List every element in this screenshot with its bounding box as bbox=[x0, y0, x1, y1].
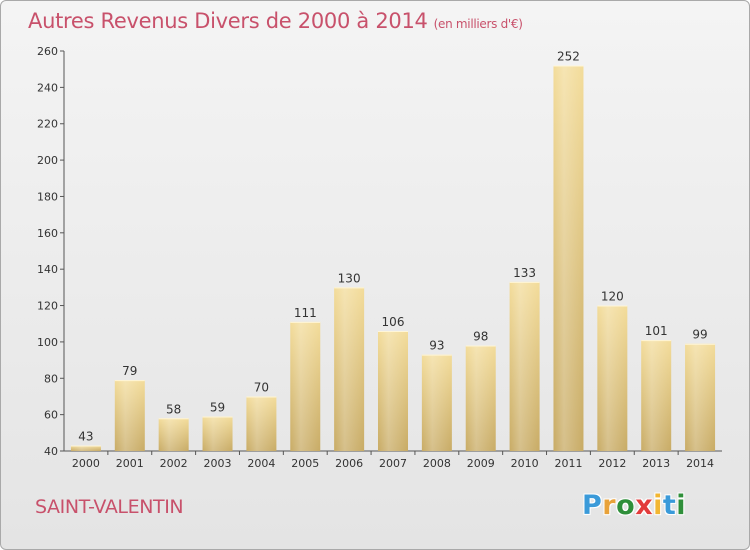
value-label: 93 bbox=[429, 339, 444, 353]
bar-shine bbox=[114, 380, 145, 451]
logo-letter: x bbox=[635, 490, 654, 521]
y-tick-label: 120 bbox=[37, 300, 58, 313]
bar-2010 bbox=[509, 281, 540, 451]
bar-2009 bbox=[465, 345, 496, 451]
y-tick-label: 60 bbox=[44, 409, 58, 422]
bar-2003 bbox=[202, 416, 233, 451]
bar-2000 bbox=[70, 445, 101, 451]
chart-title-text: Autres Revenus Divers de 2000 à 2014 bbox=[28, 9, 428, 33]
bar-shine bbox=[158, 418, 189, 451]
y-tick-label: 260 bbox=[37, 45, 58, 58]
value-label: 252 bbox=[557, 50, 580, 64]
bar-2005 bbox=[290, 321, 321, 451]
x-tick-label: 2006 bbox=[335, 457, 363, 470]
bar-2007 bbox=[378, 331, 408, 451]
bar-2011 bbox=[553, 65, 584, 451]
value-label: 43 bbox=[78, 430, 93, 444]
value-label: 79 bbox=[122, 364, 137, 378]
value-label: 106 bbox=[382, 315, 405, 329]
x-tick-label: 2007 bbox=[379, 457, 407, 470]
bar-shine bbox=[70, 445, 101, 451]
y-tick-label: 100 bbox=[37, 336, 58, 349]
x-tick-label: 2005 bbox=[291, 457, 319, 470]
value-label: 99 bbox=[692, 328, 707, 342]
x-tick-label: 2012 bbox=[598, 457, 626, 470]
bar-2006 bbox=[334, 287, 365, 451]
x-tick-label: 2011 bbox=[554, 457, 582, 470]
x-tick-label: 2009 bbox=[467, 457, 495, 470]
value-label: 133 bbox=[513, 266, 536, 280]
value-label: 98 bbox=[473, 330, 488, 344]
bar-shine bbox=[465, 345, 496, 451]
bar-shine bbox=[509, 281, 540, 451]
x-tick-label: 2004 bbox=[247, 457, 275, 470]
bar-2013 bbox=[641, 340, 672, 451]
x-tick-label: 2003 bbox=[204, 457, 232, 470]
proxiti-logo[interactable]: Proxiti bbox=[582, 490, 686, 521]
value-label: 58 bbox=[166, 402, 181, 416]
bar-shine bbox=[641, 340, 672, 451]
bar-2008 bbox=[421, 354, 452, 451]
y-tick-label: 140 bbox=[37, 263, 58, 276]
x-tick-label: 2001 bbox=[116, 457, 144, 470]
x-tick-label: 2014 bbox=[686, 457, 714, 470]
logo-letter: r bbox=[602, 490, 617, 521]
chart-subtitle: (en milliers d'€) bbox=[433, 17, 523, 31]
value-label: 101 bbox=[645, 324, 668, 338]
y-tick-label: 80 bbox=[44, 372, 58, 385]
chart-value-labels: 43 79 58 59 70 111 130 106 93 98 133 252 120 101 99 bbox=[78, 50, 707, 444]
x-tick-label: 2010 bbox=[511, 457, 539, 470]
chart-axes: 40 60 80 100 120 140 160 180 200 220 240 260 2000 200… bbox=[37, 45, 722, 470]
logo-letter: P bbox=[582, 490, 603, 521]
bar-shine bbox=[290, 321, 321, 451]
chart-title: Autres Revenus Divers de 2000 à 2014 (en … bbox=[28, 9, 523, 33]
bar-shine bbox=[685, 343, 716, 451]
bar-shine bbox=[553, 65, 584, 451]
y-tick-label: 200 bbox=[37, 154, 58, 167]
y-tick-label: 180 bbox=[37, 190, 58, 203]
logo-letter: i bbox=[653, 490, 663, 521]
bar-shine bbox=[378, 331, 408, 451]
bar-shine bbox=[334, 287, 365, 451]
bar-2002 bbox=[158, 418, 189, 451]
y-tick-label: 160 bbox=[37, 227, 58, 240]
logo-letter: t bbox=[662, 490, 677, 521]
bar-2014 bbox=[685, 343, 716, 451]
y-tick-label: 220 bbox=[37, 118, 58, 131]
x-tick-label: 2008 bbox=[423, 457, 451, 470]
y-tick-label: 240 bbox=[37, 81, 58, 94]
value-label: 59 bbox=[210, 400, 225, 414]
value-label: 130 bbox=[338, 271, 361, 285]
bar-shine bbox=[246, 396, 277, 451]
value-label: 70 bbox=[254, 380, 269, 394]
logo-letter: o bbox=[616, 490, 636, 521]
chart-bars bbox=[70, 65, 716, 451]
bar-shine bbox=[421, 354, 452, 451]
y-tick-label: 40 bbox=[44, 445, 58, 458]
bar-2012 bbox=[597, 305, 628, 451]
x-tick-label: 2013 bbox=[642, 457, 670, 470]
bar-shine bbox=[202, 416, 233, 451]
value-label: 111 bbox=[294, 306, 317, 320]
bar-shine bbox=[597, 305, 628, 451]
bar-2001 bbox=[114, 380, 145, 451]
bar-2004 bbox=[246, 396, 277, 451]
value-label: 120 bbox=[601, 290, 624, 304]
logo-letter: i bbox=[676, 490, 687, 521]
x-tick-label: 2002 bbox=[160, 457, 188, 470]
city-name: SAINT-VALENTIN bbox=[35, 496, 184, 518]
x-tick-label: 2000 bbox=[72, 457, 100, 470]
